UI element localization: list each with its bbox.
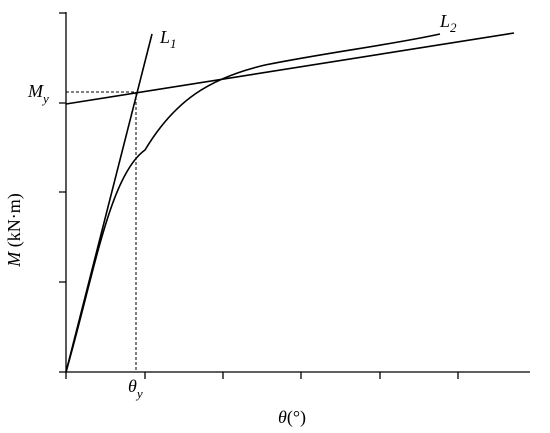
label-part: 1 [170,36,177,51]
label-part: (°) [287,407,306,428]
curve [65,33,441,373]
label-part: (kN·m) [4,193,25,247]
y-axis-label: M (kN·m) [4,193,25,267]
label-part: θ [128,376,137,396]
label-part: M [27,81,44,101]
label-part: 2 [450,20,457,35]
label-part: L [159,27,170,47]
l2-label: L2 [439,11,457,35]
thetay-label: θy [128,376,143,401]
l1-label: L1 [159,27,177,51]
y-ticks [59,12,66,373]
axes [59,12,530,379]
line-l2 [65,32,515,105]
label-part: θ [278,407,287,427]
label-part: M [4,251,24,268]
label-part: y [135,386,143,401]
label-part: y [41,91,49,106]
x-axis-label: θ(°) [278,407,306,428]
x-ticks [65,372,459,379]
label-part: L [439,11,450,31]
my-label: My [27,81,49,106]
